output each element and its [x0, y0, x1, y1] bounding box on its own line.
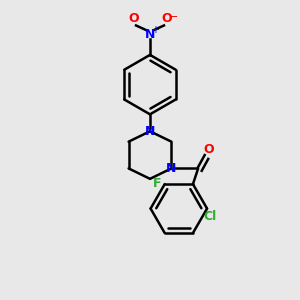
Text: Cl: Cl [203, 210, 217, 224]
Text: N: N [145, 125, 155, 138]
Text: O: O [128, 12, 139, 25]
Text: +: + [151, 25, 159, 34]
Text: N: N [166, 162, 177, 175]
Text: O: O [161, 12, 172, 25]
Text: −: − [169, 11, 178, 22]
Text: N: N [145, 28, 155, 40]
Text: F: F [153, 177, 161, 190]
Text: O: O [203, 142, 214, 156]
